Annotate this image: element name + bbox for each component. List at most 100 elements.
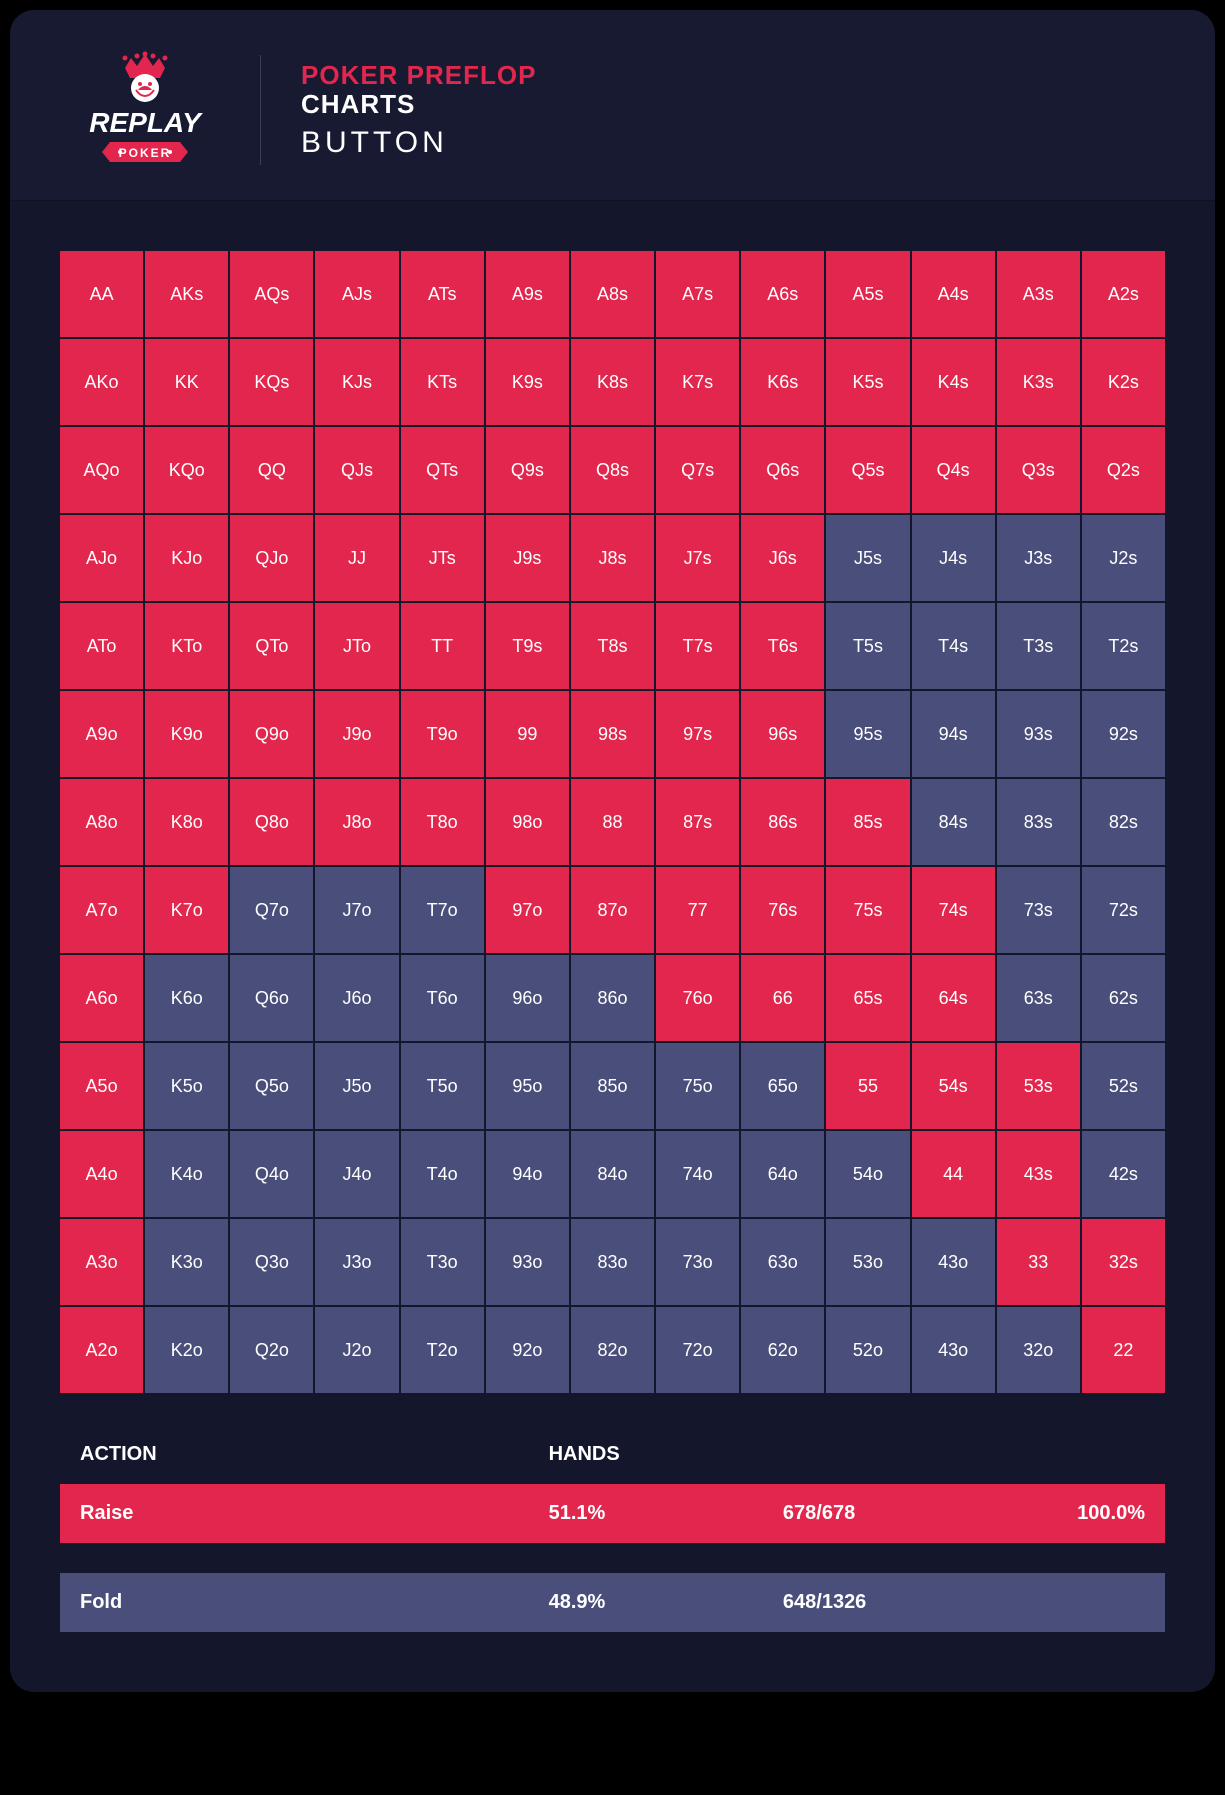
hand-cell: T5o	[401, 1043, 484, 1129]
hand-cell: Q3o	[230, 1219, 313, 1305]
hand-cell: 95o	[486, 1043, 569, 1129]
hand-cell: AQs	[230, 251, 313, 337]
hand-cell: Q7s	[656, 427, 739, 513]
hand-cell: 86s	[741, 779, 824, 865]
hand-cell: 85s	[826, 779, 909, 865]
hand-cell: 52s	[1082, 1043, 1165, 1129]
hand-cell: K5o	[145, 1043, 228, 1129]
hand-cell: 42s	[1082, 1131, 1165, 1217]
hand-cell: Q8s	[571, 427, 654, 513]
hand-cell: 74o	[656, 1131, 739, 1217]
hand-cell: 72o	[656, 1307, 739, 1393]
hand-cell: A7o	[60, 867, 143, 953]
hand-cell: 82s	[1082, 779, 1165, 865]
hand-cell: KJs	[315, 339, 398, 425]
hand-cell: A4o	[60, 1131, 143, 1217]
hand-cell: A8s	[571, 251, 654, 337]
hand-cell: 85o	[571, 1043, 654, 1129]
header: REPLAY POKER POKER PREFLOP CHARTS BUTTON	[10, 10, 1215, 201]
hand-cell: 22	[1082, 1307, 1165, 1393]
hand-cell: T8o	[401, 779, 484, 865]
hand-cell: J2o	[315, 1307, 398, 1393]
hand-cell: Q4s	[912, 427, 995, 513]
hand-cell: 75o	[656, 1043, 739, 1129]
hand-cell: K2o	[145, 1307, 228, 1393]
hand-cell: 43o	[912, 1219, 995, 1305]
hand-cell: A9s	[486, 251, 569, 337]
hand-cell: AQo	[60, 427, 143, 513]
hand-cell: J4o	[315, 1131, 398, 1217]
legend-percentage: 51.1%	[549, 1502, 783, 1525]
legend-header-action: ACTION	[80, 1443, 549, 1466]
hand-cell: A6s	[741, 251, 824, 337]
position-label: BUTTON	[301, 126, 536, 160]
hand-cell: AA	[60, 251, 143, 337]
legend-header: ACTION HANDS	[60, 1433, 1165, 1484]
hand-cell: Q4o	[230, 1131, 313, 1217]
hand-cell: 74s	[912, 867, 995, 953]
hand-cell: 94s	[912, 691, 995, 777]
hand-cell: K6s	[741, 339, 824, 425]
hand-cell: 82o	[571, 1307, 654, 1393]
hand-cell: J9o	[315, 691, 398, 777]
hand-cell: 66	[741, 955, 824, 1041]
title-line-1: POKER PREFLOP	[301, 60, 536, 91]
hand-cell: Q5o	[230, 1043, 313, 1129]
hand-cell: KQo	[145, 427, 228, 513]
logo-poker-text: POKER	[119, 146, 172, 160]
hand-cell: T6o	[401, 955, 484, 1041]
hand-cell: 88	[571, 779, 654, 865]
hand-cell: 54o	[826, 1131, 909, 1217]
hand-grid: AAAKsAQsAJsATsA9sA8sA7sA6sA5sA4sA3sA2sAK…	[60, 251, 1165, 1393]
hand-cell: 63o	[741, 1219, 824, 1305]
hand-cell: JTo	[315, 603, 398, 689]
hand-cell: QTs	[401, 427, 484, 513]
hand-cell: 76s	[741, 867, 824, 953]
hand-cell: KK	[145, 339, 228, 425]
hand-cell: 87s	[656, 779, 739, 865]
hand-cell: 53o	[826, 1219, 909, 1305]
hand-cell: QJs	[315, 427, 398, 513]
header-divider	[260, 55, 261, 165]
hand-cell: 65o	[741, 1043, 824, 1129]
hand-cell: QJo	[230, 515, 313, 601]
hand-cell: J9s	[486, 515, 569, 601]
hand-cell: T4s	[912, 603, 995, 689]
hand-cell: 54s	[912, 1043, 995, 1129]
hand-cell: 92o	[486, 1307, 569, 1393]
hand-cell: J8s	[571, 515, 654, 601]
hand-cell: J4s	[912, 515, 995, 601]
hand-cell: T6s	[741, 603, 824, 689]
hand-cell: 96o	[486, 955, 569, 1041]
logo-brand-text: REPLAY	[89, 107, 203, 138]
hand-cell: Q6s	[741, 427, 824, 513]
hand-cell: A5o	[60, 1043, 143, 1129]
hand-cell: 77	[656, 867, 739, 953]
hand-cell: ATs	[401, 251, 484, 337]
hand-cell: 55	[826, 1043, 909, 1129]
hand-cell: 84s	[912, 779, 995, 865]
hand-cell: Q5s	[826, 427, 909, 513]
hand-cell: A9o	[60, 691, 143, 777]
hand-cell: K5s	[826, 339, 909, 425]
hand-cell: AJs	[315, 251, 398, 337]
hand-cell: K8o	[145, 779, 228, 865]
hand-cell: 75s	[826, 867, 909, 953]
hand-cell: 86o	[571, 955, 654, 1041]
hand-cell: 83s	[997, 779, 1080, 865]
hand-cell: A7s	[656, 251, 739, 337]
hand-cell: T3o	[401, 1219, 484, 1305]
hand-cell: 62s	[1082, 955, 1165, 1041]
hand-cell: 73s	[997, 867, 1080, 953]
hand-cell: 72s	[1082, 867, 1165, 953]
hand-cell: TT	[401, 603, 484, 689]
hand-cell: A2o	[60, 1307, 143, 1393]
hand-cell: K6o	[145, 955, 228, 1041]
hand-cell: J7o	[315, 867, 398, 953]
hand-cell: J3s	[997, 515, 1080, 601]
hand-cell: QTo	[230, 603, 313, 689]
legend-action-label: Raise	[80, 1502, 549, 1525]
poker-chart-card: REPLAY POKER POKER PREFLOP CHARTS BUTTON…	[10, 10, 1215, 1692]
hand-cell: T4o	[401, 1131, 484, 1217]
hand-cell: 99	[486, 691, 569, 777]
